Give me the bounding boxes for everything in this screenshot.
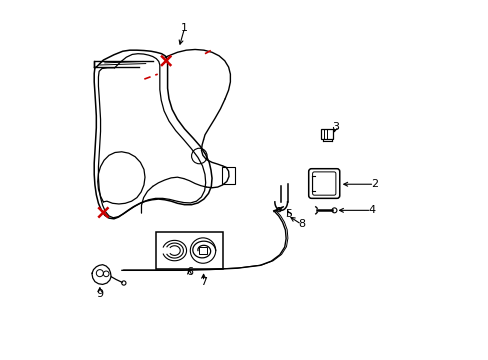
- Text: 1: 1: [181, 23, 188, 33]
- Bar: [155, 232, 223, 269]
- Text: 3: 3: [331, 122, 338, 132]
- Text: 5: 5: [285, 209, 292, 219]
- Text: 8: 8: [298, 220, 305, 229]
- Bar: [199, 247, 206, 254]
- Text: 6: 6: [185, 267, 193, 278]
- Bar: [321, 129, 333, 139]
- Bar: [221, 167, 235, 184]
- Text: 4: 4: [367, 205, 374, 215]
- Text: 2: 2: [370, 179, 377, 189]
- Text: 7: 7: [200, 276, 207, 287]
- Text: 9: 9: [96, 289, 103, 298]
